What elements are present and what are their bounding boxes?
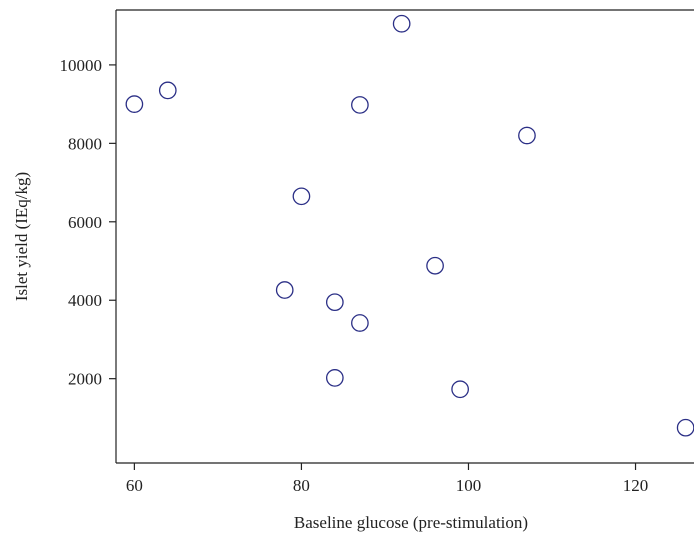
data-point [351,96,369,114]
x-tick-label: 80 [293,476,310,495]
y-tick-label: 2000 [68,370,102,389]
x-axis-title: Baseline glucose (pre-stimulation) [294,513,528,532]
data-points [125,14,694,437]
axes [115,9,694,464]
data-point [518,126,536,145]
x-tick-label: 60 [126,476,143,495]
data-point [325,369,344,387]
data-point [292,187,311,206]
data-point [351,314,369,332]
data-point [451,380,469,399]
ticks: 60 80 100 120 2000 4000 6000 8000 10000 [60,56,649,495]
data-point [426,256,444,275]
data-point [125,95,144,113]
y-tick-label: 8000 [68,134,102,153]
x-tick-label: 100 [456,476,482,495]
data-point [275,281,294,299]
data-point [392,14,411,33]
y-tick-label: 4000 [68,291,102,310]
data-point [676,418,694,437]
data-point [325,293,344,312]
x-tick-label: 120 [623,476,649,495]
data-point [158,81,177,100]
y-tick-label: 6000 [68,213,102,232]
y-axis-title: Islet yield (IEq/kg) [12,172,31,301]
y-tick-label: 10000 [60,56,103,75]
